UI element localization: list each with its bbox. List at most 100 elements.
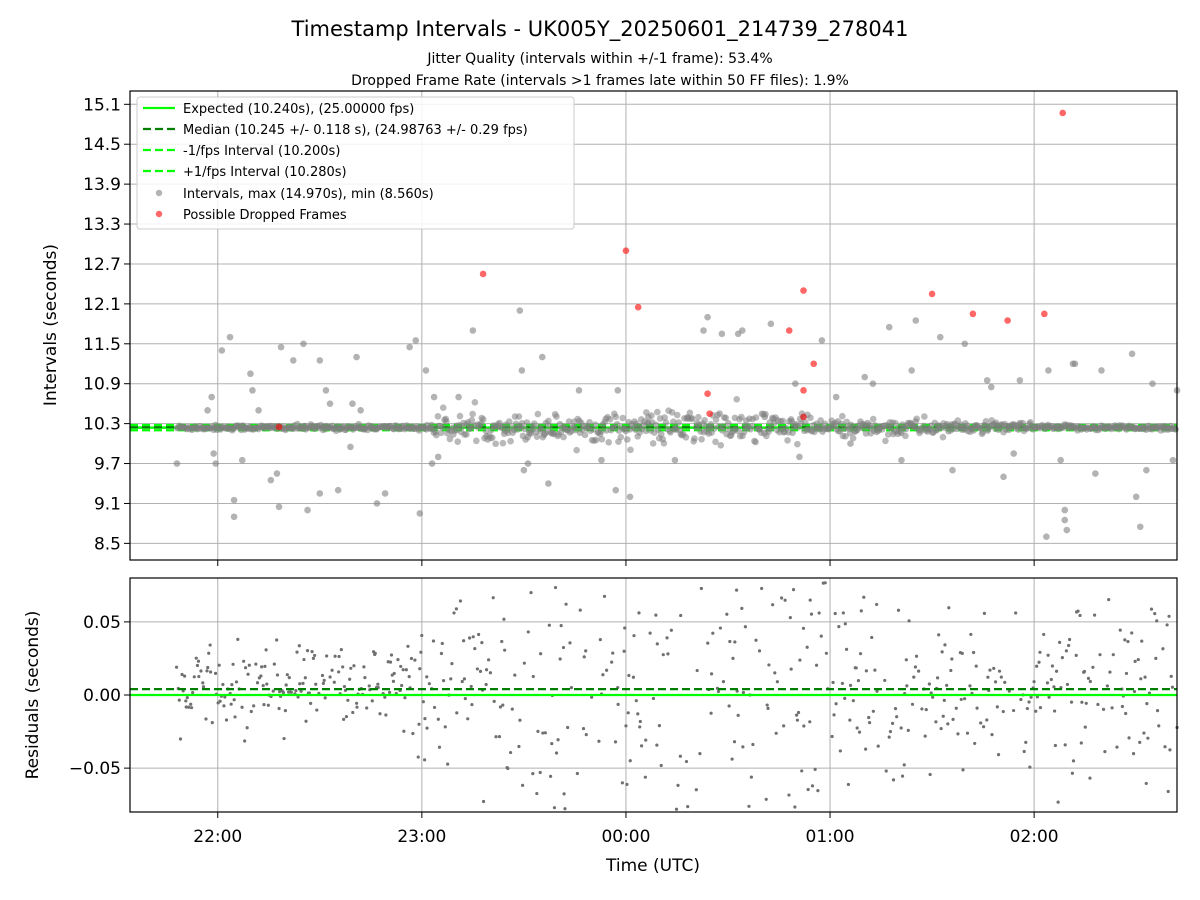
- residual-point: [1140, 639, 1144, 643]
- residual-point: [184, 705, 188, 709]
- residual-point: [206, 665, 210, 670]
- residual-point: [754, 638, 758, 642]
- residual-point: [864, 669, 868, 673]
- residual-point: [296, 695, 300, 699]
- interval-point: [738, 327, 746, 334]
- residual-point: [951, 717, 955, 721]
- residual-point: [679, 613, 683, 618]
- residual-point: [218, 699, 222, 703]
- interval-point: [1016, 377, 1024, 384]
- interval-point: [691, 435, 698, 442]
- residual-point: [598, 638, 602, 642]
- interval-point: [456, 412, 464, 420]
- interval-point: [412, 337, 420, 344]
- residual-point: [900, 774, 905, 778]
- residual-point: [406, 644, 410, 648]
- dropped-frame-point: [800, 387, 807, 394]
- residual-point: [843, 696, 847, 701]
- residual-point: [581, 726, 586, 731]
- interval-point: [657, 430, 665, 438]
- residual-point: [401, 668, 405, 672]
- chart-subtitle-dropped: Dropped Frame Rate (intervals >1 frames …: [351, 73, 849, 89]
- interval-point: [612, 486, 620, 494]
- residual-point: [1139, 677, 1143, 681]
- residual-point: [425, 726, 429, 730]
- interval-point: [531, 420, 538, 427]
- residual-point: [373, 651, 377, 655]
- residual-point: [282, 736, 286, 741]
- residual-point: [199, 669, 203, 673]
- residual-point: [968, 684, 972, 688]
- interval-point: [518, 419, 526, 427]
- residual-point: [1011, 708, 1016, 713]
- dropped-frame-point: [622, 247, 630, 254]
- interval-point: [1061, 516, 1069, 524]
- residual-point: [954, 706, 958, 710]
- residuals-panel: −0.050.000.05 22:00 23:00 00:00 01:00 02:00 …: [23, 577, 1179, 876]
- x-tick-label: 22:00: [193, 827, 242, 847]
- residual-point: [184, 699, 188, 703]
- residual-point: [295, 650, 299, 654]
- interval-point: [719, 423, 727, 430]
- residual-point: [1163, 745, 1167, 749]
- interval-point: [1061, 506, 1069, 514]
- interval-point: [847, 440, 854, 447]
- residual-point: [1064, 649, 1068, 653]
- interval-point: [796, 453, 803, 461]
- residual-point: [391, 679, 396, 684]
- residual-point: [1025, 706, 1029, 711]
- residual-point: [352, 664, 356, 668]
- residual-point: [678, 754, 682, 758]
- residual-point: [939, 726, 943, 731]
- residual-point: [1136, 657, 1140, 662]
- residual-point: [283, 709, 287, 713]
- residual-point: [409, 656, 414, 661]
- residual-point: [365, 706, 369, 710]
- residual-point: [838, 749, 842, 753]
- residual-point: [787, 793, 791, 797]
- residual-point: [887, 735, 891, 739]
- residual-point: [298, 682, 302, 686]
- residual-point: [177, 698, 181, 702]
- residual-point: [963, 697, 967, 701]
- interval-point: [660, 439, 668, 447]
- residual-point: [233, 715, 237, 719]
- interval-point: [277, 343, 285, 351]
- residual-point: [1056, 800, 1060, 804]
- interval-point: [675, 419, 682, 426]
- interval-point: [1057, 456, 1064, 464]
- residual-point: [396, 658, 400, 662]
- residual-point: [956, 732, 960, 736]
- residual-point: [439, 651, 444, 656]
- residual-point: [392, 671, 396, 676]
- residual-point: [727, 704, 731, 708]
- residual-point: [333, 654, 337, 658]
- residual-point: [657, 724, 662, 728]
- residual-point: [1080, 700, 1084, 704]
- interval-point: [208, 393, 215, 401]
- residual-point: [1078, 613, 1082, 618]
- interval-point: [987, 383, 995, 391]
- residual-point: [473, 647, 477, 651]
- interval-point: [520, 466, 528, 474]
- chart-subtitle-jitter: Jitter Quality (intervals within +/-1 fr…: [426, 51, 772, 67]
- residual-point: [315, 708, 319, 712]
- residual-point: [1144, 781, 1148, 786]
- interval-point: [538, 353, 546, 361]
- interval-point: [255, 407, 262, 414]
- residual-point: [920, 707, 924, 711]
- interval-point: [507, 437, 514, 445]
- residual-point: [1037, 660, 1041, 664]
- residual-point: [440, 641, 444, 646]
- residual-point: [321, 681, 326, 685]
- residual-point: [449, 677, 453, 681]
- legend-dropped-label: Possible Dropped Frames: [183, 208, 347, 223]
- residual-point: [497, 735, 502, 739]
- interval-point: [538, 425, 545, 433]
- interval-point: [626, 493, 634, 501]
- interval-point: [982, 417, 990, 425]
- interval-point: [273, 470, 281, 477]
- intervals-y-tick-label: 12.7: [83, 255, 121, 275]
- residual-point: [999, 675, 1003, 679]
- residual-point: [1132, 689, 1137, 694]
